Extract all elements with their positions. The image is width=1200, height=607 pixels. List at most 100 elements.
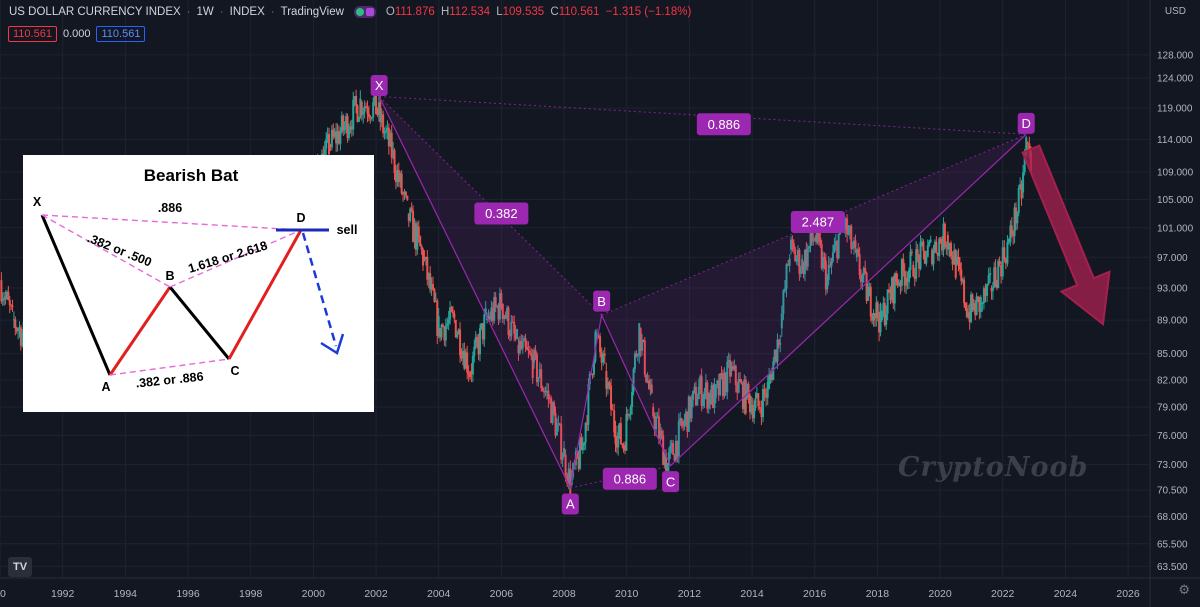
- candle-body: [610, 385, 613, 410]
- candle-body: [879, 304, 882, 333]
- candle-body: [724, 372, 727, 393]
- candle-body: [416, 226, 419, 250]
- candle-body: [844, 218, 847, 230]
- ohlc-values: O111.876 H112.534 L109.535 C110.561 −1.3…: [385, 6, 692, 18]
- candle-body: [407, 213, 410, 221]
- candle-body: [451, 311, 454, 314]
- pattern-point-label: C: [666, 474, 675, 489]
- gear-icon[interactable]: ⚙: [1178, 582, 1190, 597]
- candle-body: [998, 261, 1001, 265]
- candle-body: [908, 270, 911, 283]
- candle-body: [496, 305, 499, 307]
- market-status-icon[interactable]: [353, 6, 376, 18]
- candle-body: [684, 411, 687, 420]
- candle-body: [990, 287, 993, 292]
- candle-body: [434, 300, 437, 302]
- candle-body: [397, 170, 400, 182]
- candle-body: [847, 232, 850, 235]
- candle-body: [524, 338, 527, 347]
- candle-body: [413, 223, 416, 243]
- candle-body: [454, 320, 457, 338]
- candle-body: [625, 413, 628, 451]
- watermark: CryptoNoob: [898, 452, 1089, 483]
- candle-body: [592, 361, 595, 375]
- candle-body: [799, 270, 802, 274]
- candle-body: [400, 173, 403, 194]
- candle-body: [910, 251, 913, 253]
- price-axis[interactable]: 63.500 65.500 68.000 70.500 73.000 76.000 79.0…: [1149, 0, 1194, 607]
- candle-body: [478, 328, 481, 355]
- candle-body: [639, 328, 642, 351]
- candle-body: [564, 454, 567, 476]
- ratio-bd: [169, 229, 302, 288]
- candle-body: [730, 366, 733, 371]
- tradingview-logo-icon[interactable]: TV: [8, 557, 32, 577]
- candle-body: [820, 244, 823, 269]
- exchange: INDEX: [229, 6, 265, 18]
- candle-body: [751, 404, 754, 419]
- candle-body: [339, 132, 342, 144]
- interval[interactable]: 1W: [196, 6, 214, 18]
- candle-body: [788, 258, 791, 266]
- candle-body: [824, 260, 827, 290]
- candle-body: [363, 106, 366, 112]
- candle-body: [760, 408, 763, 418]
- candle-body: [792, 243, 795, 250]
- candle-body: [1014, 207, 1017, 224]
- candle-body: [854, 240, 857, 248]
- candle-body: [851, 247, 854, 249]
- candle-body: [813, 238, 816, 241]
- candle-body: [531, 356, 534, 379]
- currency-label[interactable]: USD: [1164, 6, 1186, 17]
- candle-body: [707, 393, 710, 409]
- candle-body: [355, 96, 358, 106]
- inset-background: [23, 155, 374, 412]
- symbol-name[interactable]: US DOLLAR CURRENCY INDEX: [9, 6, 181, 18]
- candle-body: [1000, 264, 1003, 277]
- candle-body: [736, 384, 739, 393]
- candle-body: [913, 276, 916, 279]
- candle-body: [677, 421, 680, 457]
- arrow-shape: [1021, 144, 1111, 327]
- candle-body: [1003, 247, 1006, 260]
- candle-body: [717, 380, 720, 396]
- x-tick-label: 2014: [740, 588, 764, 600]
- candle-body: [747, 384, 750, 396]
- candle-body: [993, 267, 996, 288]
- candle-body: [563, 447, 566, 457]
- y-tick-label: 70.500: [1157, 486, 1188, 497]
- candle-body: [18, 327, 21, 330]
- candle-body: [619, 423, 622, 444]
- candle-body: [953, 250, 956, 265]
- candle-body: [446, 323, 449, 326]
- candle-body: [803, 249, 806, 274]
- candle-body: [329, 145, 332, 148]
- time-axis[interactable]: 90 1992 1994 1996 1998 2000 2002 2004 2006 2008 20…: [0, 577, 1200, 600]
- candle-body: [935, 241, 938, 253]
- price-value-badge: 110.561: [8, 26, 57, 42]
- candle-body: [622, 445, 625, 450]
- candle-body: [883, 303, 886, 325]
- change-value: −1.315 (−1.18%): [605, 6, 692, 18]
- candle-body: [412, 210, 415, 243]
- candle-body: [753, 408, 756, 419]
- candle-body: [655, 418, 658, 430]
- candle-body: [667, 452, 670, 465]
- candle-body: [650, 384, 653, 393]
- candle-body: [419, 236, 422, 247]
- candle-body: [981, 303, 984, 305]
- candle-body: [876, 302, 879, 319]
- candle-body: [614, 425, 617, 444]
- candle-body: [555, 424, 558, 436]
- candle-body: [1016, 212, 1019, 224]
- candle-body: [713, 384, 716, 408]
- ratio-label: 0.886: [708, 117, 741, 132]
- ratio-ac: [109, 358, 230, 376]
- candle-body: [666, 463, 669, 471]
- pattern-point-label: A: [566, 497, 575, 512]
- y-tick-label: 73.000: [1157, 460, 1188, 471]
- candle-body: [602, 353, 605, 363]
- candle-body: [766, 382, 769, 398]
- candle-body: [773, 349, 776, 362]
